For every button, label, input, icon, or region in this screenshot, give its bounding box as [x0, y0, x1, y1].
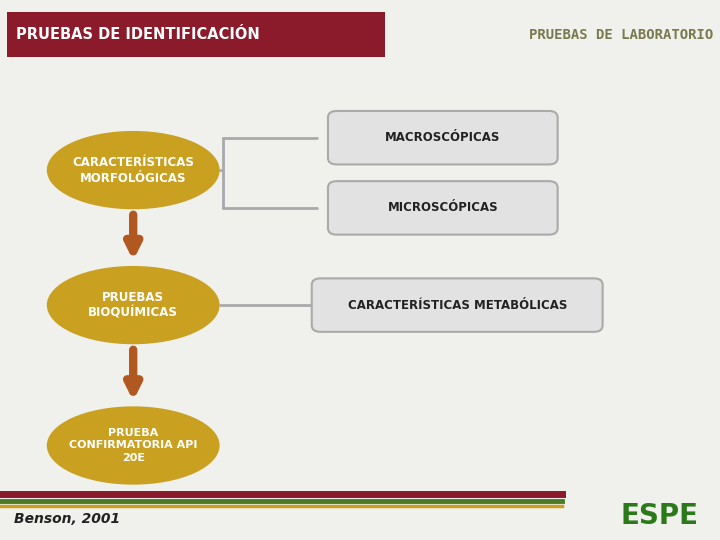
Ellipse shape	[47, 131, 220, 209]
Ellipse shape	[47, 406, 220, 485]
Text: PRUEBAS DE LABORATORIO: PRUEBAS DE LABORATORIO	[528, 28, 713, 42]
FancyBboxPatch shape	[328, 181, 557, 234]
FancyBboxPatch shape	[7, 12, 385, 57]
FancyBboxPatch shape	[328, 111, 557, 164]
Text: Benson, 2001: Benson, 2001	[14, 512, 120, 526]
Text: CARACTERÍSTICAS METABÓLICAS: CARACTERÍSTICAS METABÓLICAS	[348, 299, 567, 312]
Text: PRUEBAS
BIOQUÍMICAS: PRUEBAS BIOQUÍMICAS	[89, 291, 178, 320]
Text: MICROSCÓPICAS: MICROSCÓPICAS	[387, 201, 498, 214]
Ellipse shape	[47, 266, 220, 345]
Text: ESPE: ESPE	[621, 502, 698, 530]
Text: PRUEBAS DE IDENTIFICACIÓN: PRUEBAS DE IDENTIFICACIÓN	[16, 27, 260, 42]
Text: MACROSCÓPICAS: MACROSCÓPICAS	[385, 131, 500, 144]
FancyBboxPatch shape	[312, 279, 603, 332]
Text: CARACTERÍSTICAS
MORFOLÓGICAS: CARACTERÍSTICAS MORFOLÓGICAS	[72, 156, 194, 185]
Text: PRUEBA
CONFIRMATORIA API
20E: PRUEBA CONFIRMATORIA API 20E	[69, 428, 197, 463]
